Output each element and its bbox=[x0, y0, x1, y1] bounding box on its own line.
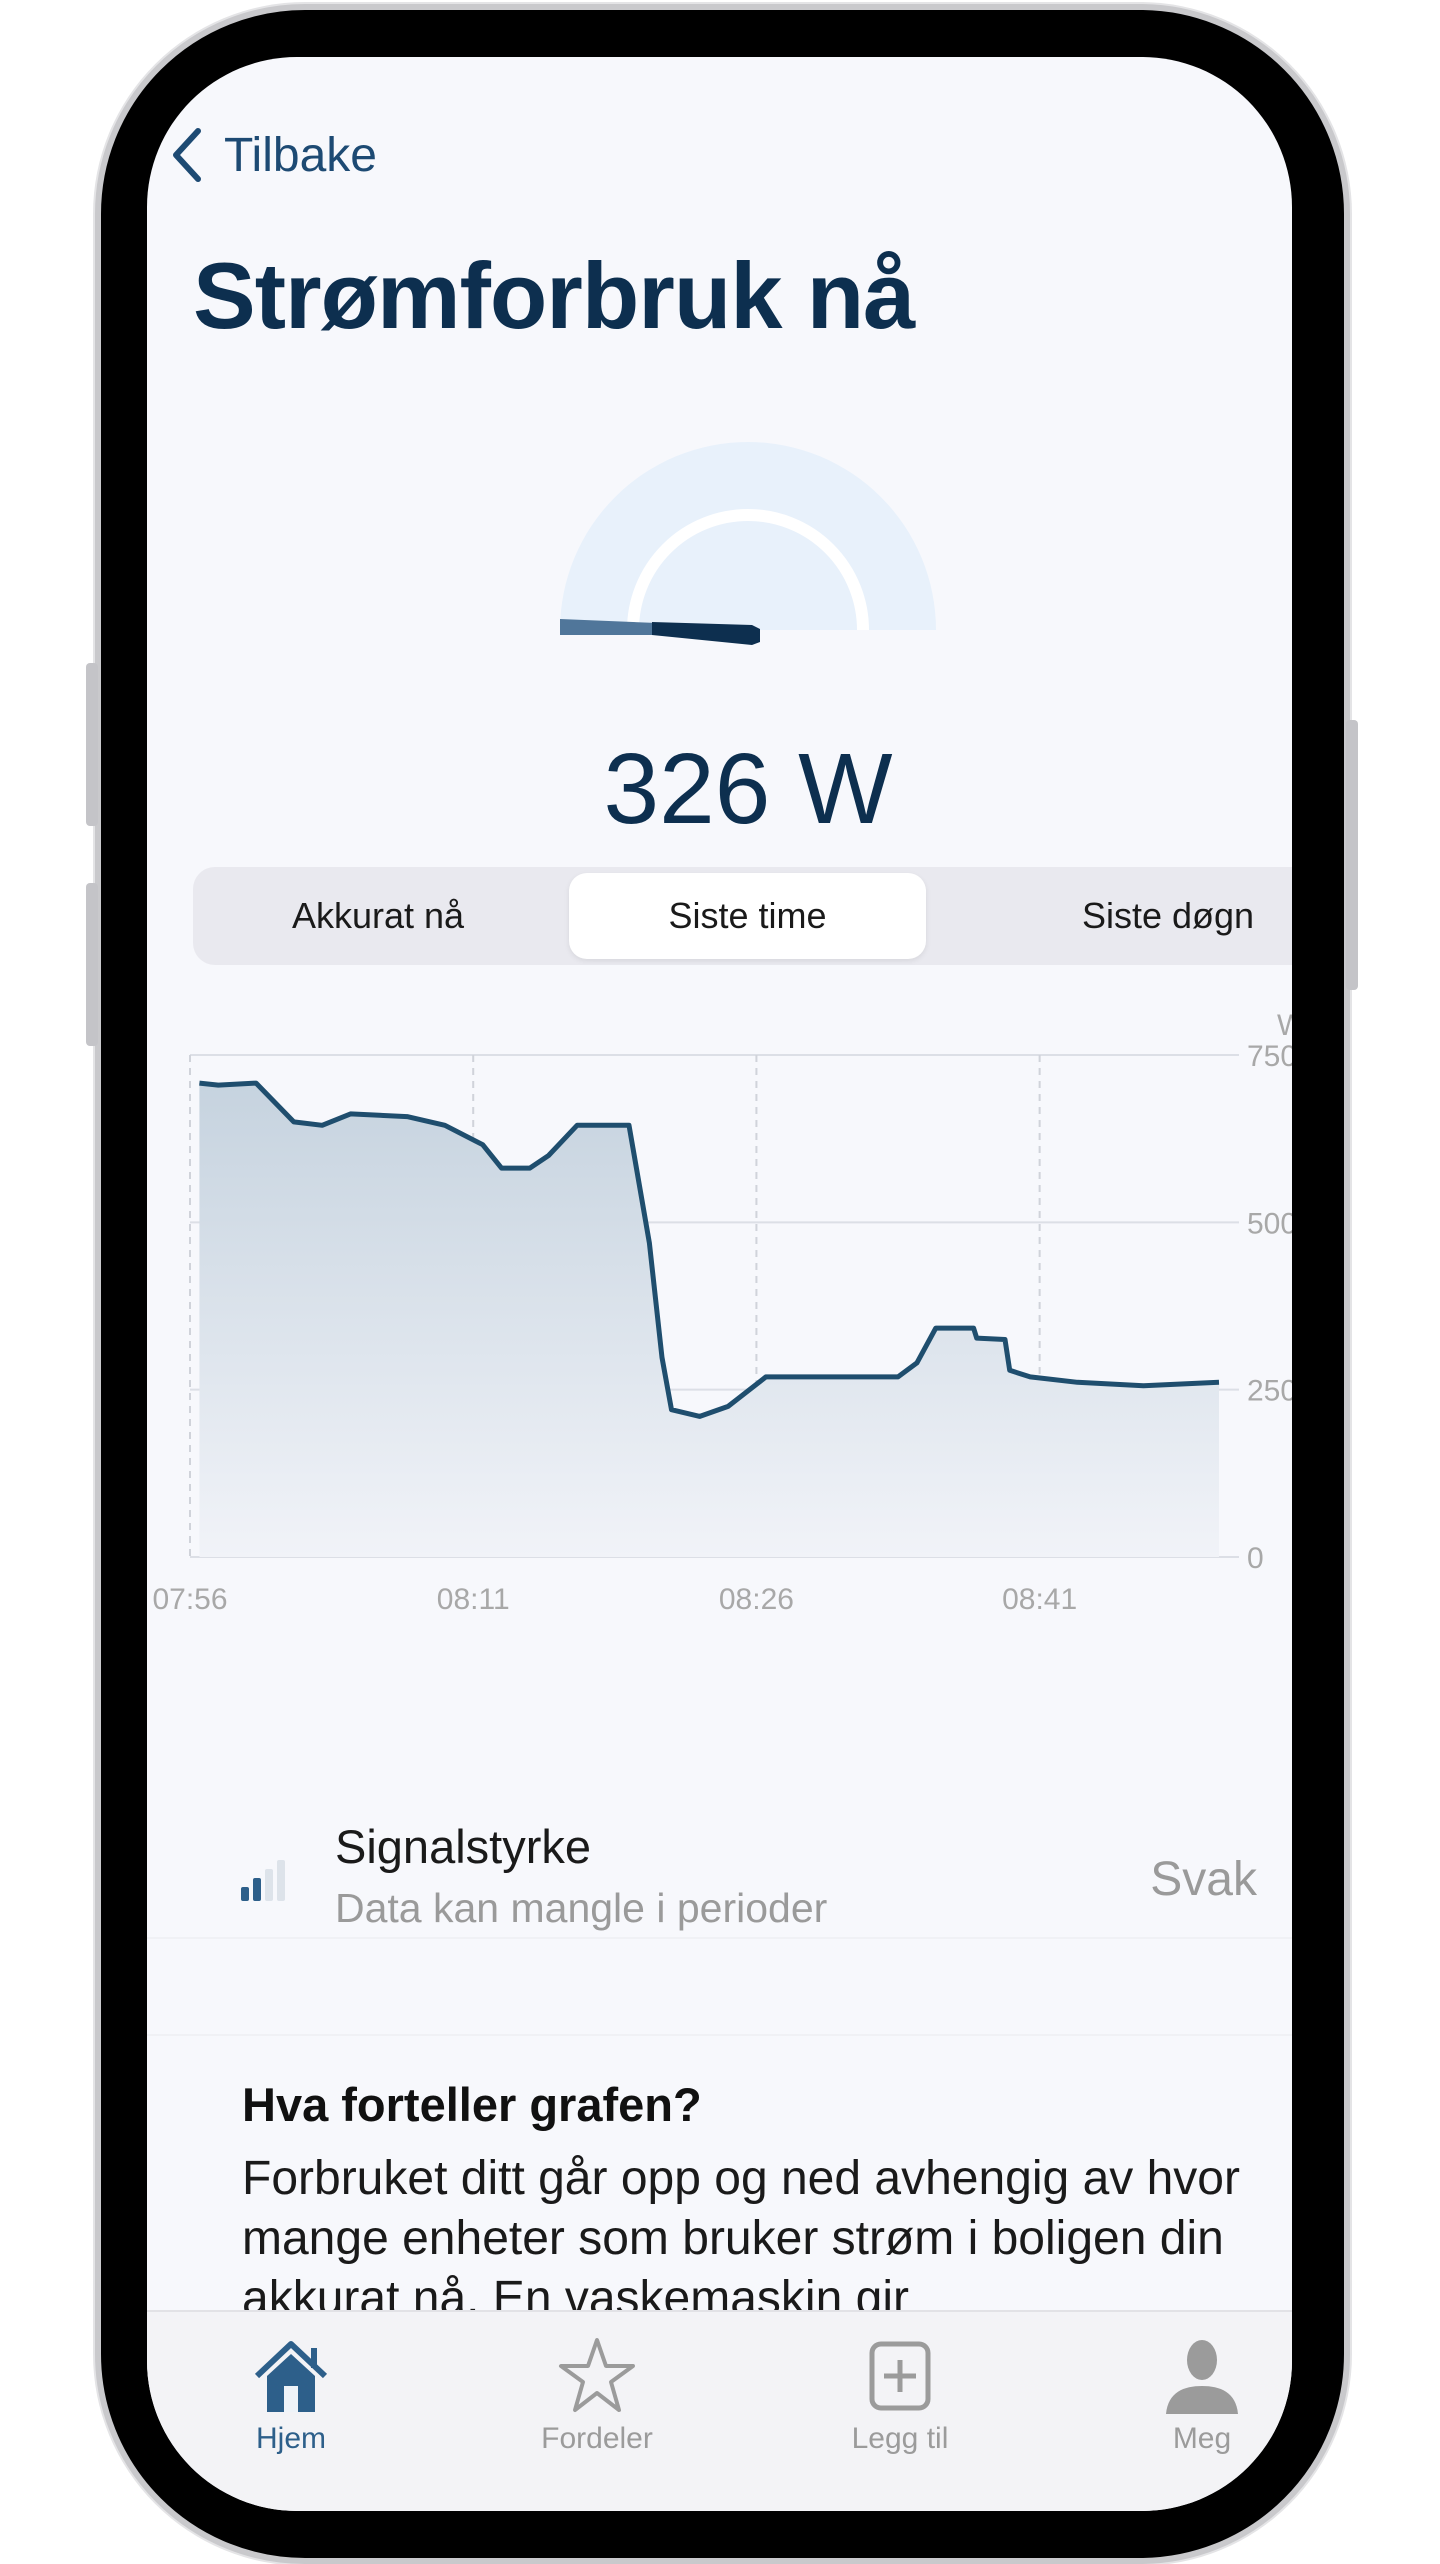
segment-siste-dogn[interactable]: Siste døgn bbox=[973, 873, 1292, 959]
divider bbox=[147, 2034, 1292, 2036]
segment-akkurat-na[interactable]: Akkurat nå bbox=[193, 873, 563, 959]
power-reading: 326 W bbox=[147, 732, 1292, 847]
tab-label: Legg til bbox=[780, 2422, 1020, 2456]
gauge-needle bbox=[652, 622, 760, 645]
x-tick-label: 08:11 bbox=[437, 1583, 510, 1616]
tab-legg-til[interactable]: Legg til bbox=[780, 2312, 1020, 2511]
tab-hjem[interactable]: Hjem bbox=[171, 2312, 411, 2511]
app-screen: Tilbake Strømforbruk nå 326 W Akkurat nå… bbox=[147, 57, 1292, 2511]
volume-down-button bbox=[86, 883, 98, 1046]
x-tick-label: 08:26 bbox=[719, 1583, 794, 1616]
tab-meg[interactable]: Meg bbox=[1082, 2312, 1292, 2511]
tab-label: Meg bbox=[1082, 2422, 1292, 2456]
tab-label: Fordeler bbox=[477, 2422, 717, 2456]
info-heading: Hva forteller grafen? bbox=[242, 2077, 702, 2132]
signal-bar bbox=[241, 1887, 249, 1901]
area-fill bbox=[199, 1083, 1219, 1557]
star-icon bbox=[557, 2336, 637, 2416]
x-tick-label: 07:56 bbox=[152, 1583, 227, 1616]
y-tick-label: 250 bbox=[1247, 1375, 1292, 1408]
y-axis-unit: W bbox=[1277, 1009, 1292, 1042]
y-tick-label: 500 bbox=[1247, 1207, 1292, 1240]
power-gauge bbox=[147, 57, 1292, 697]
divider bbox=[147, 1937, 1292, 1939]
signal-bar bbox=[277, 1860, 285, 1901]
home-icon bbox=[251, 2336, 331, 2416]
gauge-track bbox=[560, 442, 936, 630]
tab-bar: Hjem Fordeler Legg til Meg bbox=[147, 2310, 1292, 2511]
signal-strength-icon bbox=[237, 1859, 297, 1903]
signal-title: Signalstyrke bbox=[335, 1819, 591, 1874]
volume-up-button bbox=[86, 663, 98, 826]
period-selector: Akkurat nå Siste time Siste døgn bbox=[193, 867, 1292, 965]
signal-value: Svak bbox=[1150, 1852, 1257, 1907]
y-tick-label: 0 bbox=[1247, 1542, 1264, 1575]
tab-fordeler[interactable]: Fordeler bbox=[477, 2312, 717, 2511]
tab-label: Hjem bbox=[171, 2422, 411, 2456]
signal-strength-row[interactable]: Signalstyrke Data kan mangle i perioder … bbox=[237, 1797, 1257, 1937]
signal-subtitle: Data kan mangle i perioder bbox=[335, 1885, 827, 1932]
segment-siste-time[interactable]: Siste time bbox=[569, 873, 926, 959]
power-button bbox=[1346, 720, 1358, 990]
x-tick-label: 08:41 bbox=[1002, 1583, 1077, 1616]
signal-bar bbox=[265, 1869, 273, 1901]
signal-bar bbox=[253, 1878, 261, 1901]
info-body: Forbruket ditt går opp og ned avhengig a… bbox=[242, 2149, 1242, 2329]
person-icon bbox=[1162, 2336, 1242, 2416]
plus-square-icon bbox=[860, 2336, 940, 2416]
y-tick-label: 750 bbox=[1247, 1040, 1292, 1073]
